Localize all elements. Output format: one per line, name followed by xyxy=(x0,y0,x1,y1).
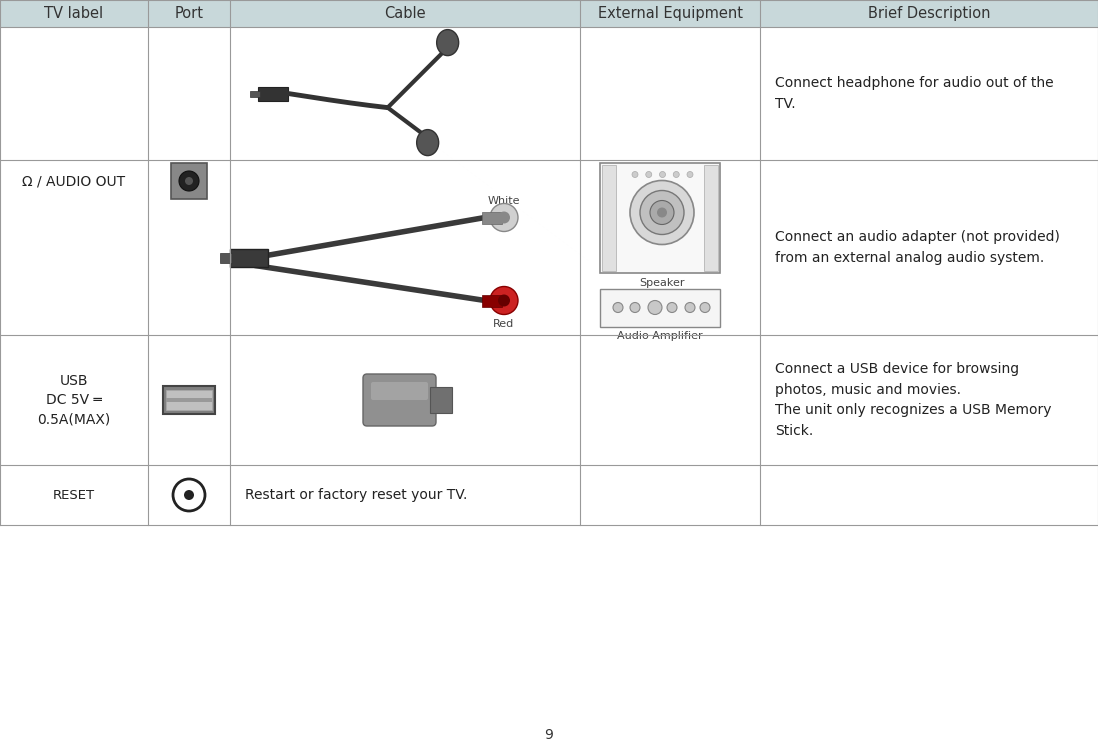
Bar xyxy=(600,163,720,273)
FancyBboxPatch shape xyxy=(363,374,436,426)
Circle shape xyxy=(613,303,623,312)
Circle shape xyxy=(632,172,638,178)
Circle shape xyxy=(648,300,662,315)
Circle shape xyxy=(184,490,194,500)
Text: Red: Red xyxy=(493,319,515,328)
Text: External Equipment: External Equipment xyxy=(597,6,742,21)
Circle shape xyxy=(666,303,677,312)
Circle shape xyxy=(646,172,652,178)
Text: Connect an audio adapter (not provided)
from an external analog audio system.: Connect an audio adapter (not provided) … xyxy=(775,230,1060,265)
Text: Connect headphone for audio out of the
TV.: Connect headphone for audio out of the T… xyxy=(775,76,1054,111)
Bar xyxy=(220,252,232,263)
Bar xyxy=(0,0,1098,27)
Bar xyxy=(482,294,502,306)
Circle shape xyxy=(498,294,509,306)
Circle shape xyxy=(701,303,710,312)
Circle shape xyxy=(685,303,695,312)
Bar xyxy=(166,390,212,410)
Bar xyxy=(430,387,452,413)
Bar xyxy=(171,163,208,199)
Text: USB
DC 5V ═
0.5A(MAX): USB DC 5V ═ 0.5A(MAX) xyxy=(37,373,111,426)
Text: Brief Description: Brief Description xyxy=(867,6,990,21)
Circle shape xyxy=(630,303,640,312)
Circle shape xyxy=(650,200,674,224)
Bar xyxy=(482,212,502,224)
Ellipse shape xyxy=(416,130,439,156)
Bar xyxy=(229,248,268,267)
Text: Speaker: Speaker xyxy=(639,278,685,288)
Circle shape xyxy=(490,203,518,231)
Bar xyxy=(602,164,616,270)
Circle shape xyxy=(490,286,518,315)
Bar xyxy=(600,288,720,327)
Text: Restart or factory reset your TV.: Restart or factory reset your TV. xyxy=(245,488,468,502)
Bar xyxy=(258,87,288,100)
Circle shape xyxy=(657,208,666,218)
Bar xyxy=(250,90,260,96)
Circle shape xyxy=(673,172,680,178)
Circle shape xyxy=(179,171,199,191)
Text: 9: 9 xyxy=(545,728,553,742)
FancyBboxPatch shape xyxy=(371,382,428,400)
Circle shape xyxy=(687,172,693,178)
Circle shape xyxy=(498,212,509,224)
Circle shape xyxy=(630,181,694,245)
Text: Cable: Cable xyxy=(384,6,426,21)
Bar xyxy=(163,386,215,414)
Text: TV label: TV label xyxy=(44,6,103,21)
Circle shape xyxy=(660,172,665,178)
Text: Audio Amplifier: Audio Amplifier xyxy=(617,331,703,340)
Text: RESET: RESET xyxy=(53,489,96,501)
Bar xyxy=(166,398,212,402)
Circle shape xyxy=(184,177,193,185)
Text: White: White xyxy=(488,196,520,206)
Text: Ω / AUDIO OUT: Ω / AUDIO OUT xyxy=(22,174,125,188)
Ellipse shape xyxy=(437,29,459,56)
Bar xyxy=(704,164,718,270)
Text: Port: Port xyxy=(175,6,203,21)
Text: Connect a USB device for browsing
photos, music and movies.
The unit only recogn: Connect a USB device for browsing photos… xyxy=(775,362,1052,438)
Circle shape xyxy=(640,191,684,234)
Circle shape xyxy=(173,479,205,511)
